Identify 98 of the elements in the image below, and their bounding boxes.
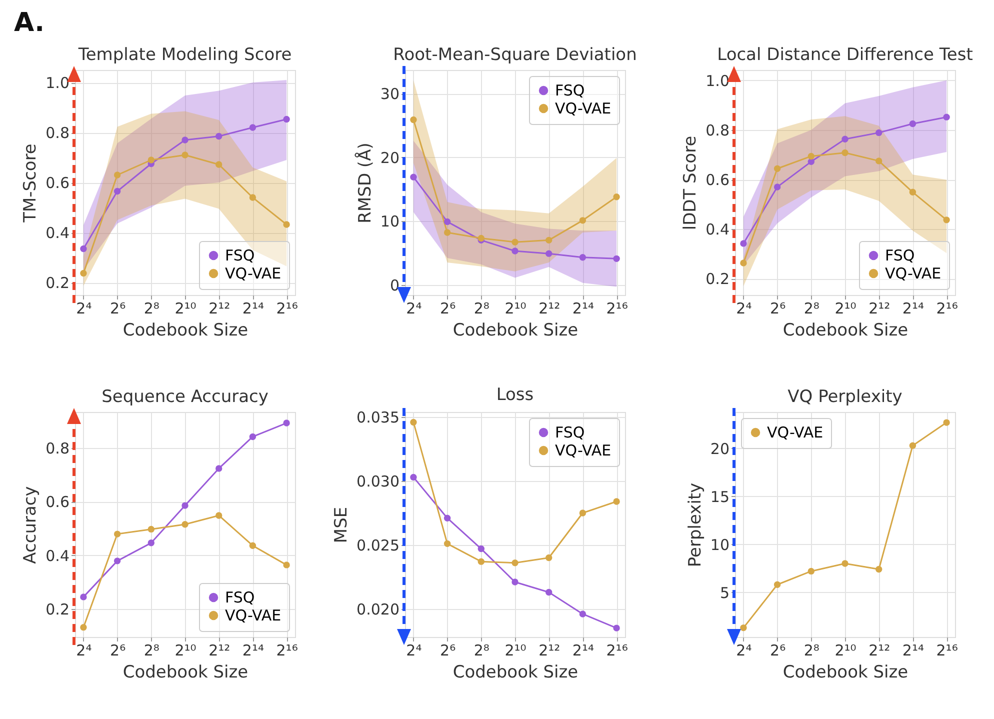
x-tick-label: 2¹⁰ (834, 642, 856, 660)
legend-label: FSQ (555, 424, 585, 442)
chart-title: Sequence Accuracy (102, 387, 268, 407)
legend-label: VQ-VAE (555, 442, 612, 460)
x-tick-label: 2¹² (538, 300, 560, 318)
x-tick-label: 2⁸ (144, 300, 160, 318)
legend-label: VQ-VAE (555, 100, 612, 118)
x-axis-title: Codebook Size (452, 320, 578, 340)
y-tick-label: 30 (380, 85, 400, 104)
chart-title: VQ Perplexity (788, 387, 902, 407)
y-tick-label: 0.020 (356, 600, 400, 618)
x-tick-label: 2¹² (538, 642, 560, 660)
y-tick-label: 0.8 (46, 124, 70, 142)
x-tick-label: 2⁸ (474, 300, 490, 318)
x-axis-title: Codebook Size (452, 662, 578, 682)
y-tick-label: 0.2 (706, 270, 730, 288)
x-tick-label: 2¹⁴ (242, 642, 264, 660)
legend-label: FSQ (225, 246, 255, 264)
y-tick-label: 5 (720, 584, 730, 602)
x-axis-title: Codebook Size (122, 320, 248, 340)
y-tick-label: 0.2 (46, 274, 70, 292)
y-axis-title: RMSD (Å) (354, 142, 376, 224)
x-tick-label: 2⁸ (144, 642, 160, 660)
legend-label: FSQ (885, 246, 915, 264)
x-tick-label: 2⁴ (406, 642, 422, 660)
x-tick-label: 2⁶ (110, 300, 126, 318)
legend-label: VQ-VAE (767, 424, 824, 442)
chart-title: Template Modeling Score (77, 45, 292, 65)
y-axis-title: Perplexity (685, 482, 706, 568)
y-tick-label: 20 (380, 148, 400, 167)
y-tick-label: 0.6 (46, 174, 70, 192)
legend-label: VQ-VAE (225, 264, 282, 282)
y-axis-title: MSE (332, 506, 352, 544)
chart-title: Local Distance Difference Test (717, 45, 974, 65)
y-tick-label: 0.035 (356, 408, 400, 427)
y-tick-label: 0.025 (356, 536, 400, 554)
chart-title: Loss (496, 385, 534, 406)
x-axis-title: Codebook Size (782, 662, 908, 682)
x-tick-label: 2¹⁶ (606, 300, 628, 318)
y-tick-label: 10 (710, 536, 730, 554)
x-tick-label: 2⁸ (804, 300, 820, 318)
x-tick-label: 2⁶ (110, 642, 126, 660)
x-axis-title: Codebook Size (122, 662, 248, 682)
x-tick-label: 2¹⁰ (504, 300, 526, 318)
x-tick-label: 2⁴ (76, 300, 92, 318)
legend-label: FSQ (225, 588, 255, 606)
x-tick-label: 2¹⁰ (174, 642, 196, 660)
y-axis-title: lDDT Score (680, 136, 701, 230)
x-tick-label: 2⁶ (770, 300, 786, 318)
x-tick-label: 2¹⁰ (504, 642, 526, 660)
y-tick-label: 15 (710, 488, 730, 506)
text: A. (14, 8, 44, 38)
x-tick-label: 2¹⁶ (936, 642, 958, 660)
x-tick-label: 2¹² (208, 642, 230, 660)
x-tick-label: 2¹⁴ (242, 300, 264, 318)
y-tick-label: 0 (390, 276, 400, 294)
x-tick-label: 2⁶ (440, 642, 456, 660)
y-tick-label: 0.8 (46, 439, 70, 458)
legend-label: VQ-VAE (885, 264, 942, 282)
y-tick-label: 1.0 (706, 72, 730, 90)
x-tick-label: 2¹² (868, 300, 890, 318)
x-tick-label: 2¹⁰ (834, 300, 856, 318)
x-tick-label: 2⁶ (440, 300, 456, 318)
y-tick-label: 1.0 (46, 74, 70, 92)
x-tick-label: 2⁴ (736, 300, 752, 318)
y-tick-label: 0.2 (46, 600, 70, 619)
x-tick-label: 2¹² (868, 642, 890, 660)
x-tick-label: 2¹⁰ (174, 300, 196, 318)
x-tick-label: 2¹⁶ (276, 642, 298, 660)
y-axis-title: TM-Score (20, 144, 41, 224)
x-tick-label: 2¹² (208, 300, 230, 318)
x-tick-label: 2¹⁶ (936, 300, 958, 318)
y-tick-label: 0.4 (706, 220, 730, 239)
y-tick-label: 0.6 (706, 171, 730, 190)
y-tick-label: 0.6 (46, 493, 70, 512)
x-tick-label: 2¹⁴ (902, 300, 924, 318)
x-tick-label: 2⁴ (736, 642, 752, 660)
x-tick-label: 2¹⁶ (606, 642, 628, 660)
x-tick-label: 2⁴ (76, 642, 92, 660)
y-tick-label: 0.4 (46, 546, 70, 565)
legend-label: VQ-VAE (225, 606, 282, 624)
y-tick-label: 10 (380, 212, 400, 231)
x-tick-label: 2¹⁴ (572, 642, 594, 660)
x-tick-label: 2¹⁴ (572, 300, 594, 318)
chart-title: Root-Mean-Square Deviation (393, 45, 637, 65)
x-tick-label: 2⁴ (406, 300, 422, 318)
x-axis-title: Codebook Size (782, 320, 908, 340)
y-tick-label: 0.4 (46, 224, 70, 242)
x-tick-label: 2¹⁶ (276, 300, 298, 318)
x-tick-label: 2⁸ (474, 642, 490, 660)
x-tick-label: 2⁸ (804, 642, 820, 660)
y-tick-label: 0.030 (356, 472, 400, 491)
x-tick-label: 2¹⁴ (902, 642, 924, 660)
x-tick-label: 2⁶ (770, 642, 786, 660)
y-axis-title: Accuracy (20, 486, 41, 564)
legend-label: FSQ (555, 82, 585, 100)
y-tick-label: 0.8 (706, 121, 730, 140)
y-tick-label: 20 (710, 440, 730, 458)
